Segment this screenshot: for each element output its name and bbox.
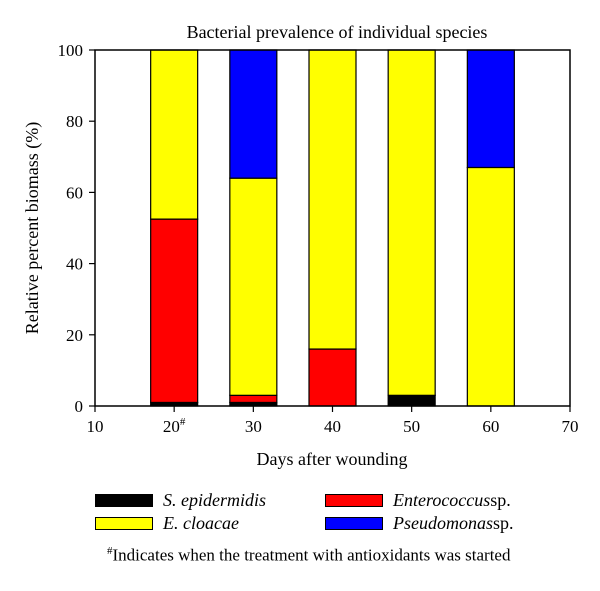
footnote: #Indicates when the treatment with antio… [107, 545, 510, 566]
x-tick-label: 70 [562, 417, 579, 436]
legend-label-enterococcus: Enterococcus [393, 490, 491, 510]
bar-segment-enterococcus-sp-x40 [308, 348, 357, 407]
y-tick-label: 40 [66, 255, 83, 274]
bar-segment-e-cloacae-x20 [150, 49, 199, 220]
x-tick-label: 30 [245, 417, 262, 436]
footnote-mark: # [107, 545, 113, 557]
y-tick-label: 100 [58, 41, 84, 60]
bar-segment-e-cloacae-x50 [387, 49, 436, 396]
legend-item-enterococcus: Enterococcus sp. [325, 490, 511, 511]
x-axis: 10 20# 30 40 50 60 70 [87, 406, 579, 436]
bar-segment-e-cloacae-x30 [229, 177, 278, 396]
bars-group [150, 49, 515, 407]
legend-swatch-e-cloacae [95, 517, 153, 530]
x-tick-label: 50 [403, 417, 420, 436]
footnote-text: Indicates when the treatment with antiox… [112, 545, 511, 565]
x-axis-label: Days after wounding [257, 449, 408, 469]
y-tick-label: 0 [75, 397, 84, 416]
bar-segment-pseudomonas-sp-x60 [466, 49, 515, 169]
legend-item-s-epidermidis: S. epidermidis [95, 490, 266, 511]
x-tick-label: 40 [324, 417, 341, 436]
legend-swatch-s-epidermidis [95, 494, 153, 507]
bar-segment-pseudomonas-sp-x30 [229, 49, 278, 179]
x-tick-label: 10 [87, 417, 104, 436]
x-tick-label: 60 [482, 417, 499, 436]
legend-item-pseudomonas: Pseudomonas sp. [325, 513, 514, 534]
chart-title: Bacterial prevalence of individual speci… [187, 22, 488, 42]
legend-label-e-cloacae: E. cloacae [163, 513, 239, 533]
legend-swatch-enterococcus [325, 494, 383, 507]
x-tick-marker: # [180, 416, 186, 428]
y-tick-label: 60 [66, 183, 83, 202]
y-tick-label: 20 [66, 326, 83, 345]
legend-label-suffix: sp. [493, 513, 514, 533]
bar-segment-s-epidermidis-x50 [387, 394, 436, 407]
y-axis: 0 20 40 60 80 100 [58, 41, 95, 416]
bar-segment-enterococcus-sp-x20 [150, 218, 199, 404]
legend-label-s-epidermidis: S. epidermidis [163, 490, 266, 510]
legend-item-e-cloacae: E. cloacae [95, 513, 239, 534]
stacked-bar-chart: Bacterial prevalence of individual speci… [22, 22, 579, 469]
y-tick-label: 80 [66, 112, 83, 131]
legend-swatch-pseudomonas [325, 517, 383, 530]
bar-segment-enterococcus-sp-x30 [229, 394, 278, 404]
legend-label-pseudomonas: Pseudomonas [393, 513, 493, 533]
bar-segment-e-cloacae-x60 [466, 166, 515, 407]
y-axis-label: Relative percent biomass (%) [22, 122, 43, 334]
x-tick-label: 20# [163, 416, 186, 436]
bar-segment-e-cloacae-x40 [308, 49, 357, 350]
legend-label-suffix: sp. [490, 490, 511, 510]
